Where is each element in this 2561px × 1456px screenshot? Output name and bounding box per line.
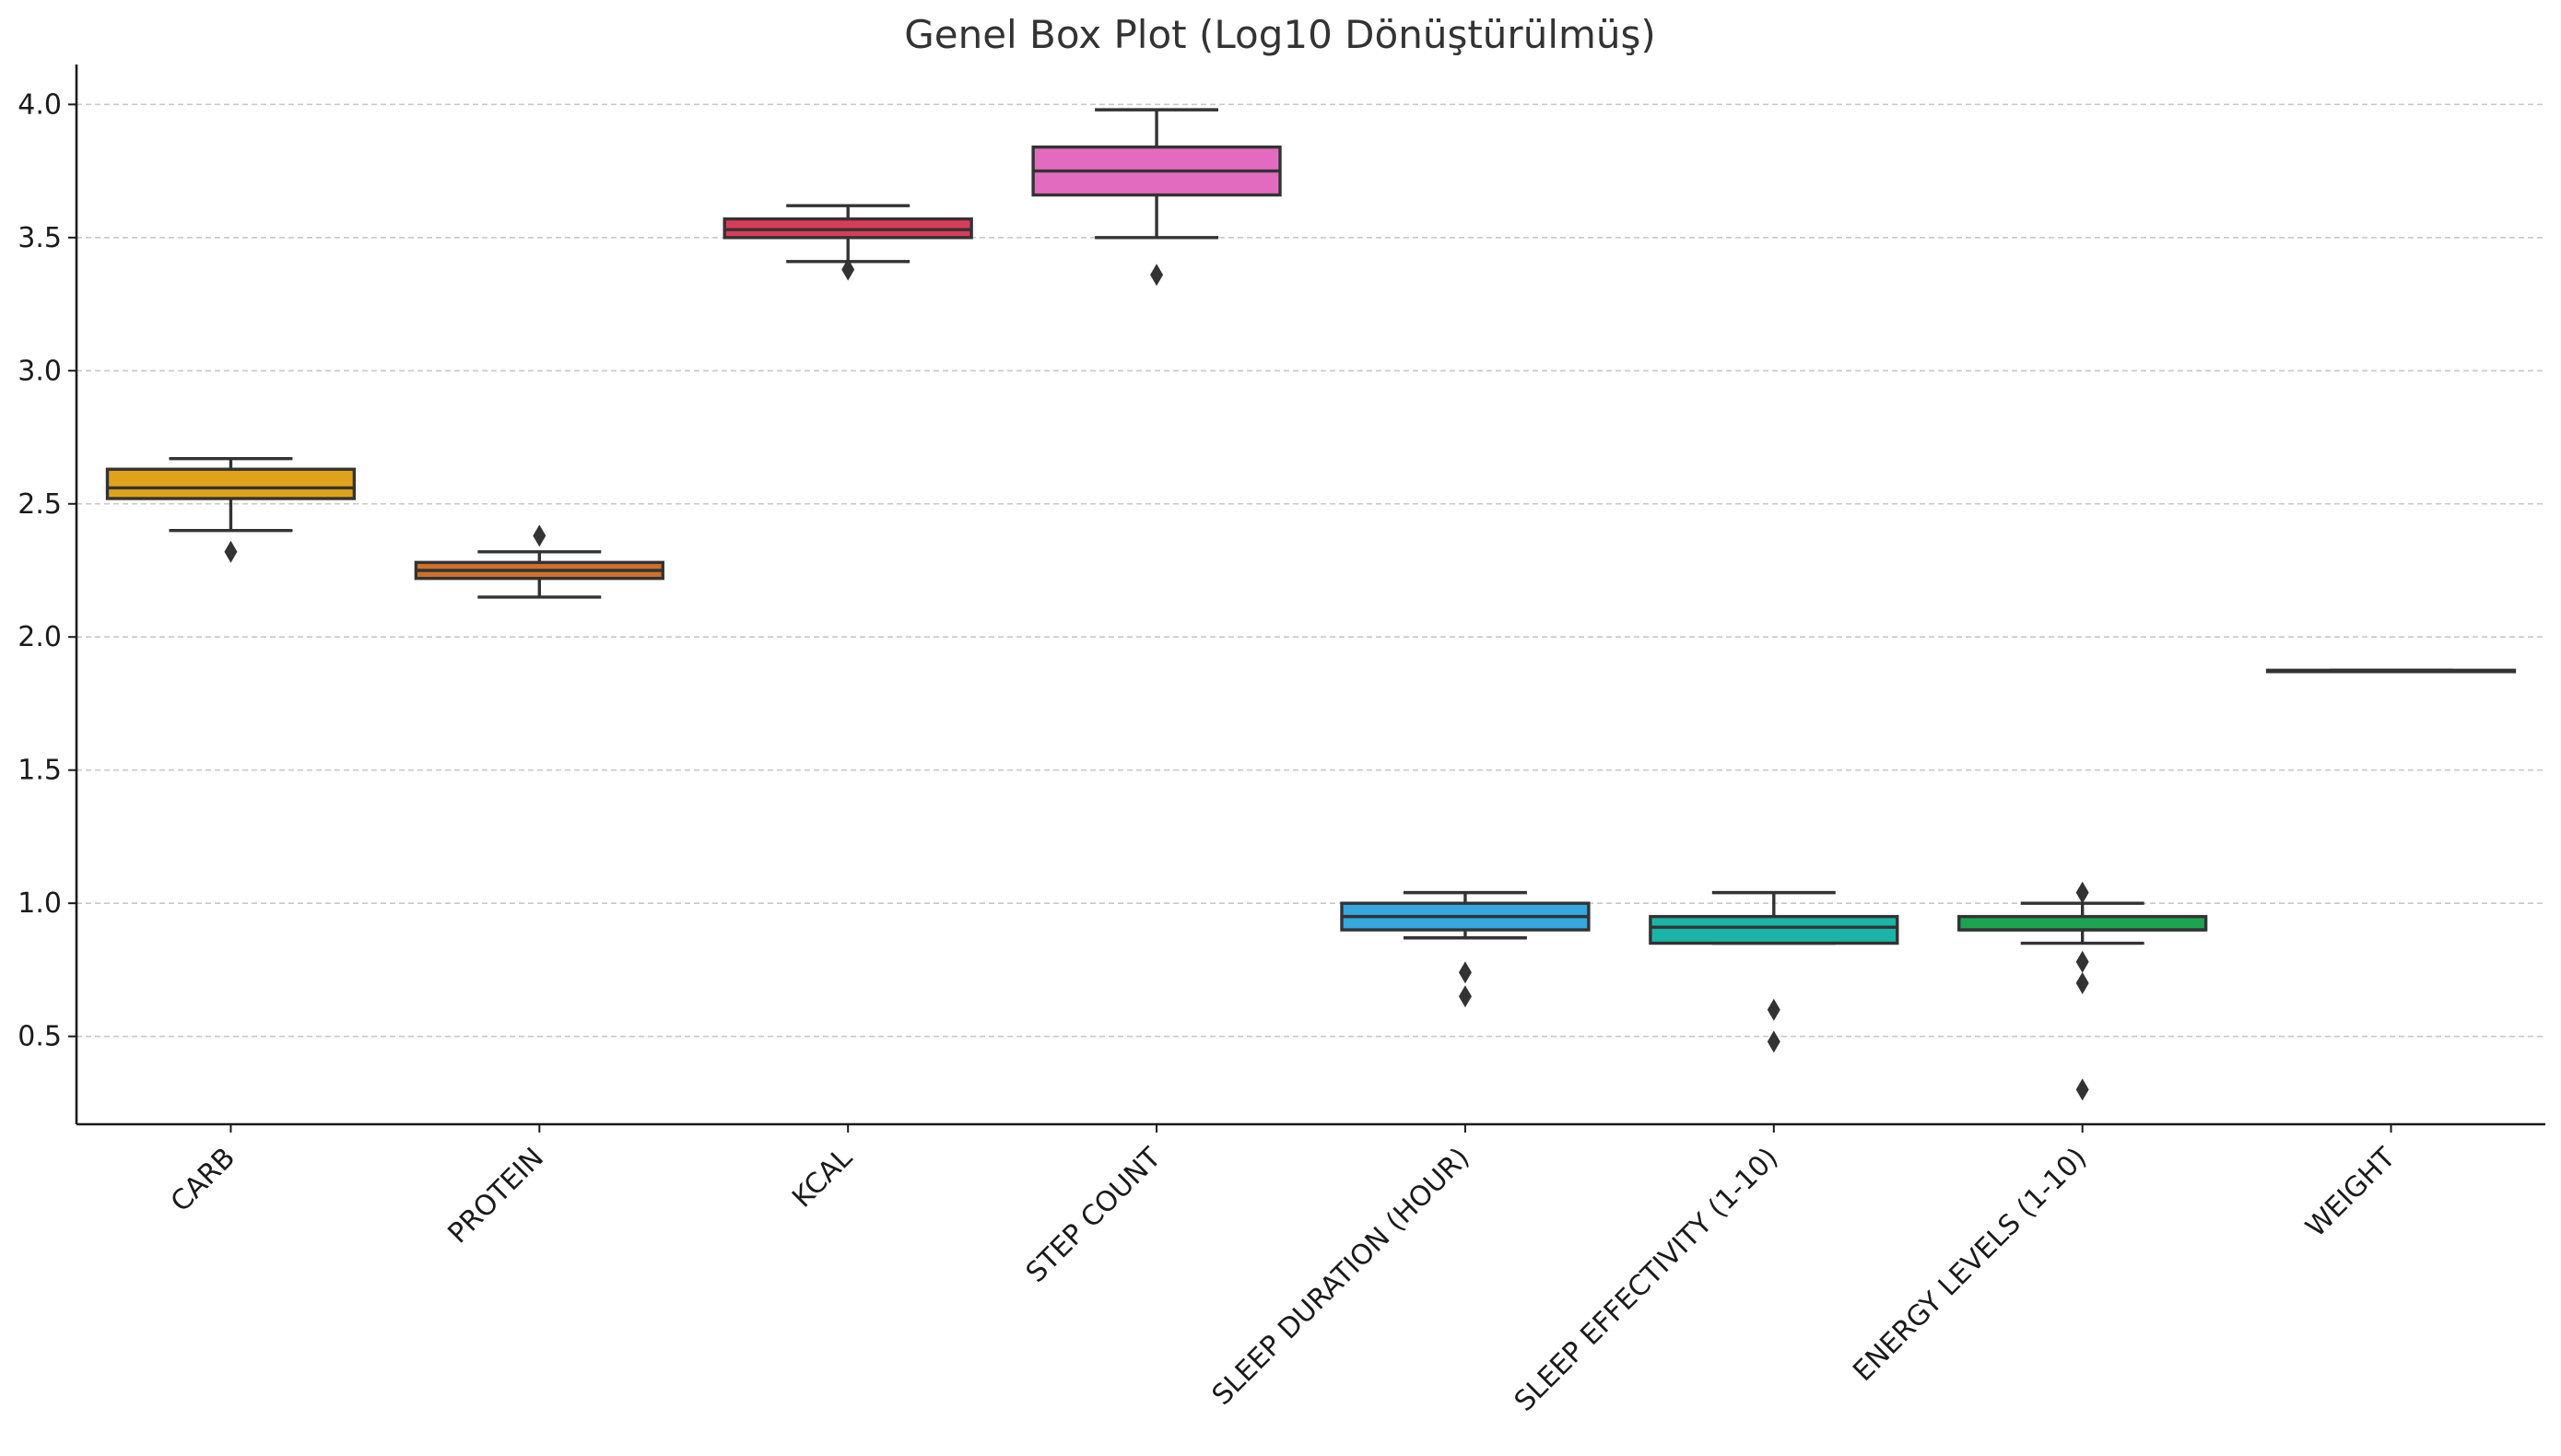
outlier-point — [1767, 1030, 1780, 1053]
box-sleep-duration-hour — [1340, 890, 1591, 1008]
x-tick-label: STEP COUNT — [1020, 1141, 1168, 1288]
axes: 0.5 1.0 1.5 2.0 2.5 3.0 3.5 4.0 CARB PROTEIN KCAL S… — [18, 65, 2545, 1418]
box-sleep-effectivity-1-10 — [1649, 890, 1899, 1053]
box-body — [105, 467, 357, 500]
outlier-point — [2075, 950, 2089, 973]
outlier-point — [1767, 998, 1780, 1021]
x-tick-label: PROTEIN — [442, 1142, 550, 1250]
x-tick-label: WEIGHT — [2299, 1141, 2402, 1243]
outlier-point — [1150, 264, 1164, 287]
y-tick-label: 2.0 — [18, 621, 62, 653]
outlier-point — [224, 540, 238, 563]
outlier-point — [2075, 1078, 2089, 1101]
outlier-point — [1458, 985, 1472, 1008]
box-kcal — [722, 204, 973, 281]
y-tick-label: 1.5 — [18, 755, 62, 787]
box-body — [1649, 914, 1899, 945]
y-tick-label: 4.0 — [18, 88, 62, 121]
x-tick-label: SLEEP EFFECTIVITY (1-10) — [1509, 1142, 1785, 1418]
outlier-point — [533, 524, 546, 547]
box-weight — [2265, 668, 2517, 674]
box-protein — [414, 524, 664, 599]
y-tick-label: 2.5 — [18, 488, 62, 521]
box-energy-levels-1-10 — [1957, 881, 2208, 1101]
x-tick-label: KCAL — [786, 1142, 859, 1215]
x-tick-label: SLEEP DURATION (HOUR) — [1206, 1142, 1476, 1412]
box-body — [1957, 914, 2208, 932]
box-series — [105, 108, 2517, 1101]
x-tick-label: ENERGY LEVELS (1-10) — [1847, 1142, 2093, 1388]
outlier-point — [841, 258, 855, 281]
y-tick-label: 3.5 — [18, 222, 62, 254]
x-tick-label: CARB — [165, 1142, 241, 1218]
y-tick-label: 0.5 — [18, 1021, 62, 1053]
outlier-point — [2075, 971, 2089, 994]
box-carb — [105, 456, 357, 563]
y-tick-label: 3.0 — [18, 355, 62, 387]
outlier-point — [2075, 881, 2089, 904]
box-step-count — [1031, 108, 1282, 287]
outlier-point — [1458, 961, 1472, 984]
y-tick-label: 1.0 — [18, 887, 62, 920]
chart-title: Genel Box Plot (Log10 Dönüştürülmüş) — [904, 12, 1656, 57]
